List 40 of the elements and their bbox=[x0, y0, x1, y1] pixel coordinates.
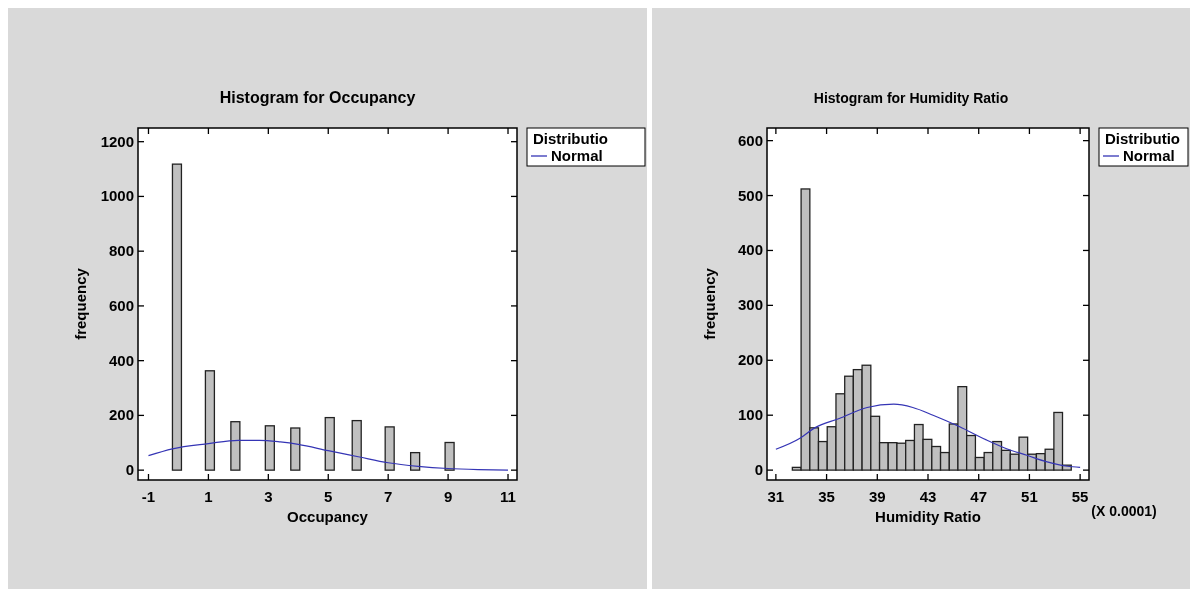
x-axis-title: Humidity Ratio bbox=[875, 508, 981, 525]
legend-title: Distributio bbox=[533, 130, 608, 147]
text: (X 0.0001) bbox=[1091, 503, 1157, 519]
y-tick-label: 200 bbox=[737, 351, 763, 369]
legend-title: Distributio bbox=[1105, 130, 1180, 147]
y-tick-label: 500 bbox=[737, 186, 763, 204]
y-tick-label: 0 bbox=[125, 461, 134, 479]
x-tick-label: 11 bbox=[500, 488, 516, 505]
legend-label: Normal bbox=[1123, 147, 1175, 164]
x-tick-label: -1 bbox=[141, 488, 156, 505]
x-tick-label: 35 bbox=[818, 488, 835, 505]
x-tick-label: 39 bbox=[868, 488, 886, 505]
x-tick-label: 31 bbox=[767, 488, 785, 505]
x-tick-label: 43 bbox=[919, 488, 937, 505]
x-tick-label: 9 bbox=[443, 488, 453, 505]
legend-label: Normal bbox=[551, 147, 603, 164]
chart-title: Histogram for Humidity Ratio bbox=[813, 90, 1009, 106]
x-tick-label: 5 bbox=[324, 488, 333, 505]
x-tick-label: 51 bbox=[1021, 488, 1038, 505]
y-axis-title: frequency bbox=[701, 267, 718, 340]
y-tick-label: 1000 bbox=[100, 187, 134, 205]
y-tick-label: 300 bbox=[737, 296, 763, 314]
y-tick-label: 1200 bbox=[100, 132, 134, 150]
x-tick-label: 1 bbox=[204, 488, 213, 505]
y-axis-title: frequency bbox=[72, 267, 89, 340]
y-tick-label: 200 bbox=[108, 406, 134, 424]
x-tick-label: 55 bbox=[1071, 488, 1089, 505]
x-axis-title: Occupancy bbox=[287, 508, 369, 525]
y-tick-label: 400 bbox=[108, 351, 134, 369]
x-tick-label: 3 bbox=[264, 488, 273, 505]
y-tick-label: 800 bbox=[108, 242, 134, 260]
x-tick-label: 47 bbox=[970, 488, 988, 505]
line-series bbox=[147, 439, 509, 471]
chart-title: Histogram for Occupancy bbox=[219, 89, 416, 106]
y-tick-label: 0 bbox=[754, 461, 763, 479]
y-tick-label: 600 bbox=[737, 131, 763, 149]
y-tick-label: 400 bbox=[737, 241, 763, 259]
x-tick-label: 7 bbox=[384, 488, 393, 505]
y-tick-label: 600 bbox=[108, 296, 134, 314]
y-tick-label: 100 bbox=[737, 406, 763, 424]
